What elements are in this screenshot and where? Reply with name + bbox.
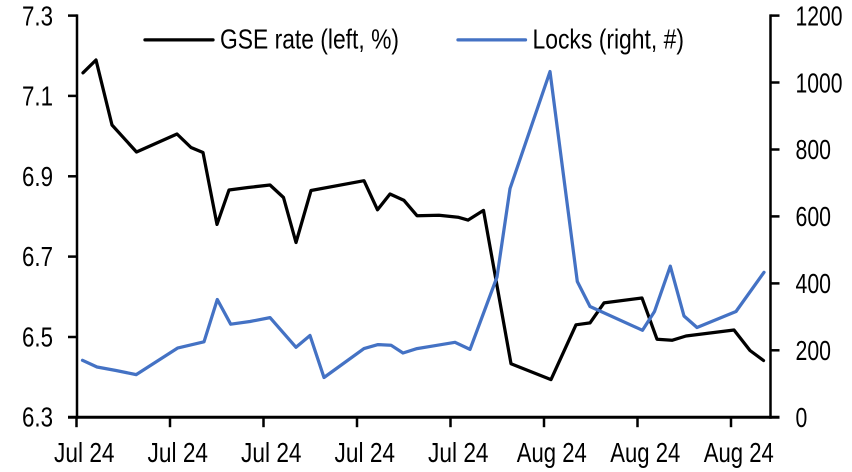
svg-text:6.5: 6.5 — [22, 321, 53, 352]
svg-text:GSE rate (left, %): GSE rate (left, %) — [220, 24, 399, 55]
svg-text:Aug 24: Aug 24 — [704, 437, 774, 468]
svg-text:Aug 24: Aug 24 — [610, 437, 680, 468]
svg-text:Aug 24: Aug 24 — [517, 437, 587, 468]
svg-text:800: 800 — [796, 134, 832, 165]
svg-text:Jul 24: Jul 24 — [148, 437, 209, 468]
svg-text:200: 200 — [796, 335, 832, 366]
svg-text:1200: 1200 — [796, 1, 843, 32]
svg-text:Jul 24: Jul 24 — [335, 437, 396, 468]
svg-text:6.3: 6.3 — [22, 402, 53, 433]
svg-text:6.9: 6.9 — [22, 161, 53, 192]
svg-text:7.3: 7.3 — [22, 0, 53, 31]
svg-text:6.7: 6.7 — [22, 241, 53, 272]
svg-text:600: 600 — [796, 201, 832, 232]
svg-text:0: 0 — [796, 402, 808, 433]
svg-text:Jul 24: Jul 24 — [54, 437, 115, 468]
svg-text:Jul 24: Jul 24 — [428, 437, 489, 468]
svg-text:7.1: 7.1 — [22, 81, 53, 112]
svg-text:400: 400 — [796, 268, 832, 299]
svg-text:1000: 1000 — [796, 67, 843, 98]
svg-text:Jul 24: Jul 24 — [241, 437, 302, 468]
svg-text:Locks (right, #): Locks (right, #) — [533, 24, 685, 55]
